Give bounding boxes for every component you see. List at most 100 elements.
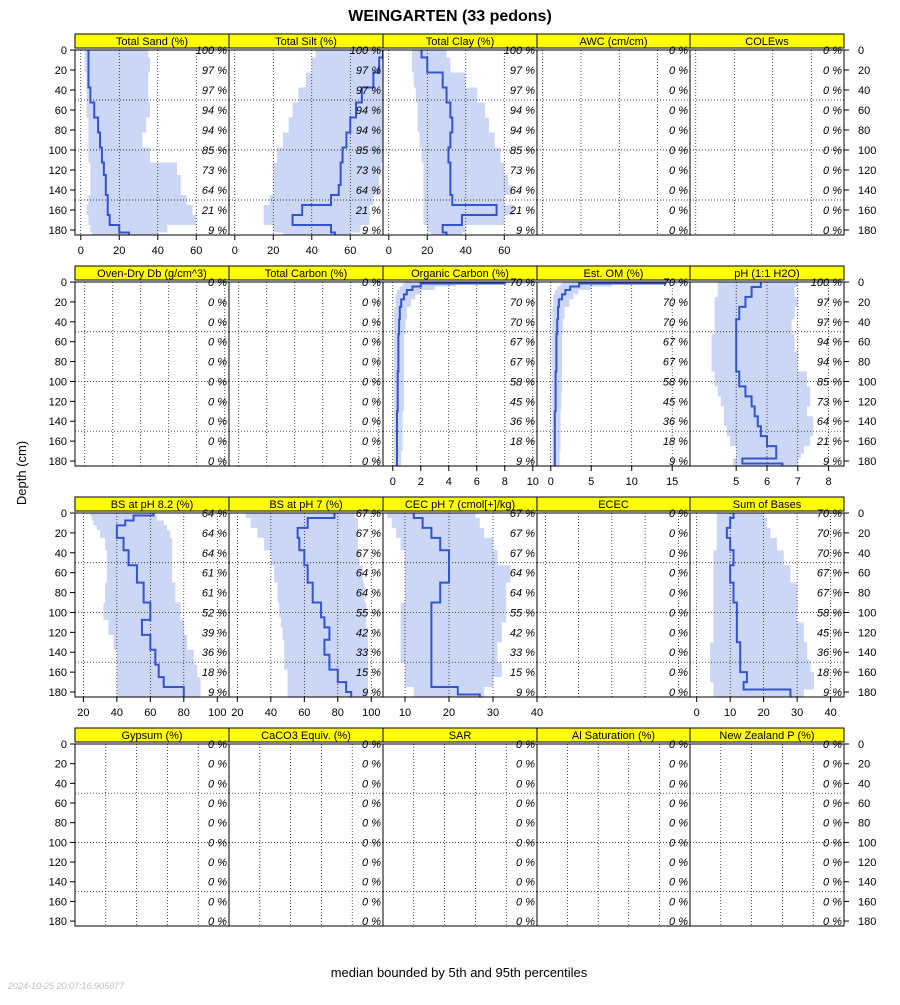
y-tick-label: 60 xyxy=(858,337,870,349)
pct-label: 0 % xyxy=(516,857,535,869)
y-tick-label: 100 xyxy=(49,145,67,157)
pct-label: 45 % xyxy=(817,627,842,639)
pct-label: 73 % xyxy=(202,165,227,177)
y-tick-label: 100 xyxy=(858,837,876,849)
panel-ecec: ECEC 0 % 0 % 0 % 0 % 0 % 0 % 0 % 0 % 0 % 0 % xyxy=(536,496,691,699)
strip-colews xyxy=(689,33,845,49)
pct-label: 67 % xyxy=(510,357,535,369)
pct-label: 0 % xyxy=(669,798,688,810)
panel-frame xyxy=(228,743,384,927)
y-tick-label: 140 xyxy=(49,185,67,197)
pct-label: 9 % xyxy=(823,456,842,468)
panel-sum-of-bases: Sum of Bases 70 % 70 % 70 % 67 % 67 % 58 % 45 %… xyxy=(689,496,845,719)
strip-label-total-sand: Total Sand (%) xyxy=(116,36,188,48)
pct-label: 70 % xyxy=(817,548,842,560)
pct-label: 9 % xyxy=(823,687,842,699)
panel-total-silt: Total Silt (%) 100 % 97 % 97 % 94 % 94 % 85 % 7… xyxy=(228,33,384,257)
y-tick-label: 20 xyxy=(858,65,870,77)
pct-label: 0 % xyxy=(823,65,842,77)
strip-label-sum-of-bases: Sum of Bases xyxy=(733,499,802,511)
pct-label: 0 % xyxy=(208,416,227,428)
pct-label: 67 % xyxy=(510,528,535,540)
x-tick-label: 10 xyxy=(527,476,539,488)
pct-label: 0 % xyxy=(516,818,535,830)
pct-label: 58 % xyxy=(510,376,535,388)
panel-bs-at-ph-8-2: BS at pH 8.2 (%) 64 % 64 % 64 % 61 % 61 % 52 %… xyxy=(74,496,230,719)
pct-label: 70 % xyxy=(510,297,535,309)
panels-layer: Total Sand (%)100 %97 %97 %94 %94 %85 %7… xyxy=(49,33,876,928)
y-tick-label: 60 xyxy=(55,105,67,117)
pct-label: 55 % xyxy=(356,607,381,619)
pct-label: 0 % xyxy=(362,416,381,428)
median-line-est-om xyxy=(553,282,666,466)
x-tick-label: 30 xyxy=(791,707,803,719)
pct-label: 9 % xyxy=(362,225,381,237)
pct-label: 0 % xyxy=(669,65,688,77)
pct-label: 0 % xyxy=(669,857,688,869)
pct-label: 100 % xyxy=(811,277,842,289)
pct-label: 0 % xyxy=(516,896,535,908)
pct-label: 0 % xyxy=(669,837,688,849)
panel-gypsum: Gypsum (%) 0 % 0 % 0 % 0 % 0 % 0 % 0 % 0 % 0 % 0 % xyxy=(74,727,230,928)
pct-label: 0 % xyxy=(823,778,842,790)
pct-label: 64 % xyxy=(202,185,227,197)
panel-frame xyxy=(382,743,538,927)
x-tick-label: 20 xyxy=(443,707,455,719)
strip-label-bs-at-ph-7: BS at pH 7 (%) xyxy=(269,499,342,511)
y-tick-label: 20 xyxy=(858,759,870,771)
y-tick-label: 40 xyxy=(858,548,870,560)
pct-label: 0 % xyxy=(208,857,227,869)
pct-label: 0 % xyxy=(669,778,688,790)
panel-frame xyxy=(689,512,845,698)
pct-label: 0 % xyxy=(823,896,842,908)
pct-label: 0 % xyxy=(208,818,227,830)
y-tick-label: 60 xyxy=(55,337,67,349)
x-tick-label: 40 xyxy=(265,707,277,719)
pct-label: 0 % xyxy=(362,837,381,849)
strip-label-ph-1-1-h2o: pH (1:1 H2O) xyxy=(734,268,799,280)
pct-label: 70 % xyxy=(510,277,535,289)
pct-label: 0 % xyxy=(208,877,227,889)
panel-oven-dry-db-g-cm-3: Oven-Dry Db (g/cm^3)0 %0 %0 %0 %0 %0 %0 … xyxy=(74,265,230,468)
y-tick-label: 20 xyxy=(55,297,67,309)
pct-label: 0 % xyxy=(208,357,227,369)
pct-label: 0 % xyxy=(669,739,688,751)
pct-label: 61 % xyxy=(202,588,227,600)
pct-label: 0 % xyxy=(208,778,227,790)
pct-label: 70 % xyxy=(663,317,688,329)
x-tick-label: 40 xyxy=(152,245,164,257)
pct-label: 67 % xyxy=(817,588,842,600)
y-tick-label: 40 xyxy=(55,778,67,790)
pct-label: 0 % xyxy=(669,205,688,217)
y-tick-label: 80 xyxy=(858,588,870,600)
pct-label: 0 % xyxy=(208,436,227,448)
y-tick-label: 0 xyxy=(858,739,864,751)
y-tick-label: 80 xyxy=(858,357,870,369)
pct-label: 0 % xyxy=(362,877,381,889)
pct-label: 0 % xyxy=(823,125,842,137)
timestamp: 2024-10-25 20:07:16.905077 xyxy=(7,981,125,991)
pct-label: 0 % xyxy=(362,357,381,369)
x-tick-label: 10 xyxy=(626,476,638,488)
pct-label: 0 % xyxy=(362,896,381,908)
pct-label: 0 % xyxy=(208,396,227,408)
pct-label: 0 % xyxy=(516,798,535,810)
pct-label: 70 % xyxy=(510,317,535,329)
pct-label: 73 % xyxy=(510,165,535,177)
y-tick-label: 140 xyxy=(858,647,876,659)
pct-label: 0 % xyxy=(208,456,227,468)
pct-label: 0 % xyxy=(669,759,688,771)
strip-ph-1-1-h2o xyxy=(689,265,845,281)
strip-sum-of-bases xyxy=(689,496,845,512)
x-tick-label: 60 xyxy=(344,245,356,257)
pct-label: 100 % xyxy=(196,45,227,57)
pct-label: 67 % xyxy=(510,508,535,520)
pct-label: 67 % xyxy=(356,528,381,540)
panel-al-saturation: Al Saturation (%) 0 % 0 % 0 % 0 % 0 % 0 % 0 % 0 … xyxy=(536,727,691,928)
pct-label: 0 % xyxy=(208,297,227,309)
y-tick-label: 180 xyxy=(49,456,67,468)
pct-label: 0 % xyxy=(669,125,688,137)
pct-label: 0 % xyxy=(208,896,227,908)
pct-label: 0 % xyxy=(823,165,842,177)
strip-label-total-silt: Total Silt (%) xyxy=(275,36,337,48)
